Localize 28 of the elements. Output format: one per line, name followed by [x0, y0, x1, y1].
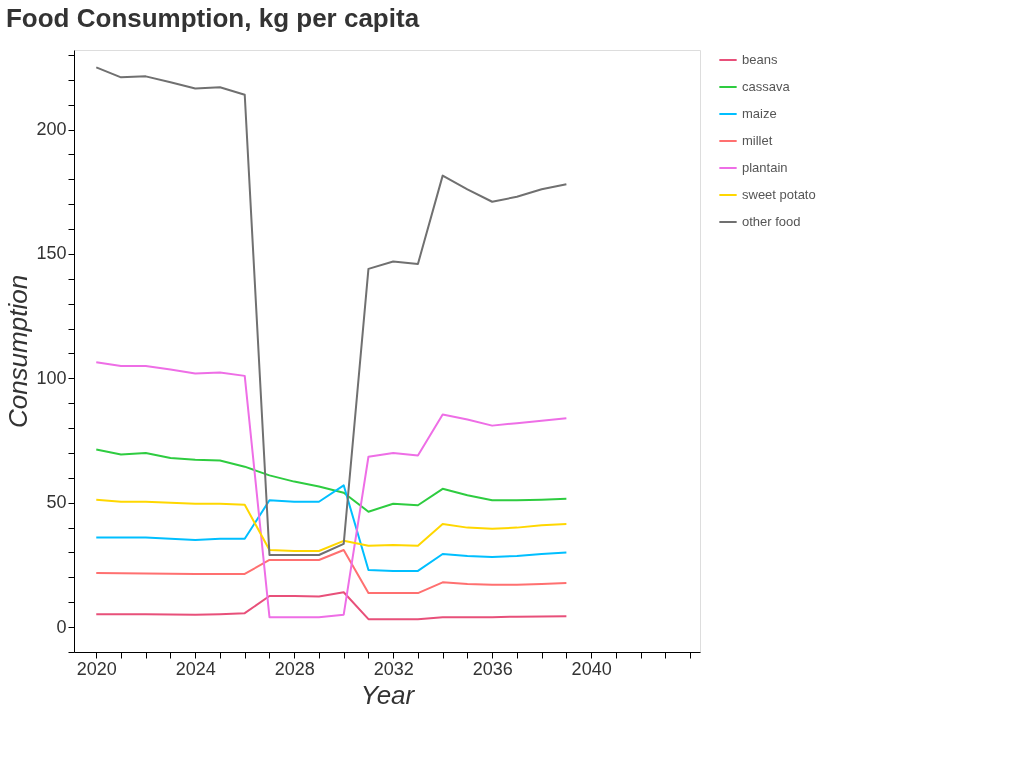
- line-series: [95, 484, 568, 572]
- legend-label: plantain: [742, 160, 788, 175]
- x-tick-label: 2036: [472, 658, 513, 679]
- y-tick-label: 0: [56, 616, 67, 637]
- y-tick-label: 50: [46, 492, 67, 513]
- line-series: [95, 549, 568, 595]
- chart-title: Food Consumption, kg per capita: [5, 2, 420, 33]
- legend-label: other food: [742, 214, 801, 229]
- x-tick-label: 2024: [175, 658, 216, 679]
- x-tick-label: 2020: [76, 658, 117, 679]
- legend-label: sweet potato: [742, 187, 816, 202]
- line-series: [95, 448, 568, 513]
- y-tick-label: 100: [36, 367, 67, 388]
- x-tick-label: 2028: [274, 658, 315, 679]
- legend-label: cassava: [742, 79, 791, 94]
- legend-label: maize: [742, 106, 777, 121]
- x-tick-label: 2040: [571, 658, 612, 679]
- line-series: [95, 591, 568, 621]
- x-tick-label: 2032: [373, 658, 414, 679]
- y-axis-title: Consumption: [3, 274, 34, 429]
- legend-label: millet: [742, 133, 773, 148]
- x-axis-title: Year: [360, 679, 416, 710]
- y-tick-label: 200: [36, 119, 67, 140]
- line-series: [95, 66, 568, 556]
- y-tick-label: 150: [36, 243, 67, 264]
- line-series: [95, 498, 568, 552]
- line-series: [95, 361, 568, 619]
- legend-label: beans: [742, 52, 778, 67]
